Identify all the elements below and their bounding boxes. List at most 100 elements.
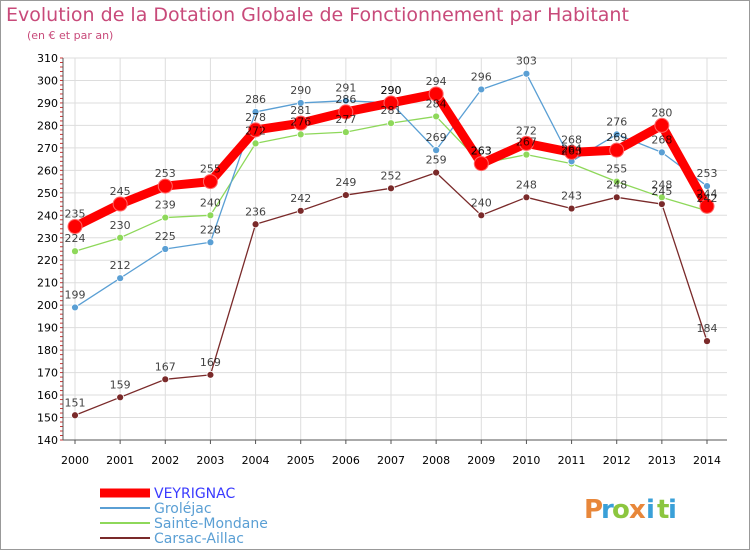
data-label: 253 (155, 167, 176, 180)
data-point (293, 115, 309, 131)
data-label: 199 (65, 288, 86, 301)
data-point (518, 135, 534, 151)
data-label: 167 (155, 360, 176, 373)
data-label: 253 (697, 167, 718, 180)
x-tick-label: 2000 (61, 454, 89, 467)
data-point (251, 108, 260, 116)
brand-letter: r (601, 495, 614, 525)
data-point (341, 191, 350, 199)
brand-letter: P (584, 495, 603, 525)
brand-letter: i (668, 495, 677, 525)
data-label: 240 (471, 196, 492, 209)
brand-letter: x (629, 495, 646, 525)
legend-label: VEYRIGNAC (154, 486, 235, 502)
x-tick-label: 2003 (196, 454, 224, 467)
y-tick-label: 160 (37, 389, 58, 402)
y-tick-label: 270 (37, 142, 58, 155)
data-label: 255 (200, 163, 221, 176)
x-tick-label: 2009 (467, 454, 495, 467)
x-tick-label: 2006 (332, 454, 360, 467)
data-label: 281 (381, 104, 402, 117)
data-label: 294 (426, 75, 447, 88)
data-point (387, 119, 395, 128)
data-point (522, 193, 531, 202)
data-point (612, 177, 621, 186)
data-label: 290 (381, 84, 402, 97)
x-tick-label: 2013 (648, 454, 676, 467)
data-point (703, 337, 711, 346)
series-layer (67, 69, 715, 420)
data-label: 303 (516, 55, 537, 68)
data-point (703, 182, 711, 190)
data-label: 263 (471, 145, 492, 158)
data-point (161, 213, 170, 222)
y-tick-label: 240 (37, 209, 58, 222)
data-label: 290 (381, 84, 402, 97)
data-point (654, 117, 670, 133)
data-label: 252 (381, 169, 402, 182)
data-label: 259 (426, 154, 447, 167)
data-point (116, 233, 125, 242)
y-tick-label: 290 (37, 97, 58, 110)
data-point (206, 238, 215, 247)
data-point (338, 104, 354, 120)
data-point (296, 206, 305, 215)
data-label: 243 (561, 190, 582, 203)
data-label: 296 (471, 70, 492, 83)
data-label: 267 (516, 136, 537, 149)
x-tick-label: 2008 (422, 454, 450, 467)
data-label: 249 (335, 176, 356, 189)
data-label: 272 (245, 124, 266, 137)
data-point (341, 128, 350, 137)
x-tick-label: 2002 (151, 454, 179, 467)
y-tick-label: 140 (37, 434, 58, 447)
x-tick-label: 2001 (106, 454, 134, 467)
chart-title: Evolution de la Dotation Globale de Fonc… (6, 4, 629, 26)
data-point (71, 411, 79, 420)
data-label: 255 (606, 163, 627, 176)
data-label: 268 (561, 133, 582, 146)
data-label: 286 (245, 93, 266, 106)
chart-subtitle: (en € et par an) (27, 29, 113, 42)
data-point (296, 99, 305, 107)
data-label: 236 (245, 205, 266, 218)
data-label: 291 (335, 82, 356, 95)
data-point (296, 130, 305, 139)
data-point (383, 95, 399, 111)
data-label: 245 (110, 185, 131, 198)
data-label: 230 (110, 219, 131, 232)
data-label: 248 (516, 178, 537, 191)
data-label: 244 (697, 187, 718, 200)
brand-letter: t (657, 495, 669, 525)
data-label: 235 (65, 208, 86, 221)
data-label: 248 (606, 178, 627, 191)
data-label: 276 (290, 115, 311, 128)
data-point (161, 245, 170, 253)
y-tick-label: 230 (37, 232, 58, 245)
data-point (206, 370, 215, 379)
x-tick-label: 2012 (603, 454, 631, 467)
data-point (657, 148, 666, 157)
data-point (251, 139, 260, 148)
x-tick-label: 2004 (242, 454, 270, 467)
legend-label: Sainte-Mondane (154, 516, 268, 532)
data-point (71, 303, 79, 312)
data-label: 268 (651, 133, 672, 146)
data-point (522, 150, 531, 159)
data-point (202, 174, 218, 190)
data-point (161, 375, 170, 384)
y-tick-label: 260 (37, 164, 58, 177)
data-label: 151 (65, 396, 86, 409)
legend: VEYRIGNACGroléjacSainte-MondaneCarsac-Ai… (100, 486, 268, 547)
y-tick-label: 310 (37, 52, 58, 65)
data-point (473, 156, 489, 172)
data-point (657, 193, 666, 202)
data-label: 248 (651, 178, 672, 191)
data-label: 159 (110, 378, 131, 391)
data-label: 269 (426, 131, 447, 144)
data-label: 263 (471, 145, 492, 158)
data-point (432, 168, 441, 177)
data-label: 272 (516, 124, 537, 137)
